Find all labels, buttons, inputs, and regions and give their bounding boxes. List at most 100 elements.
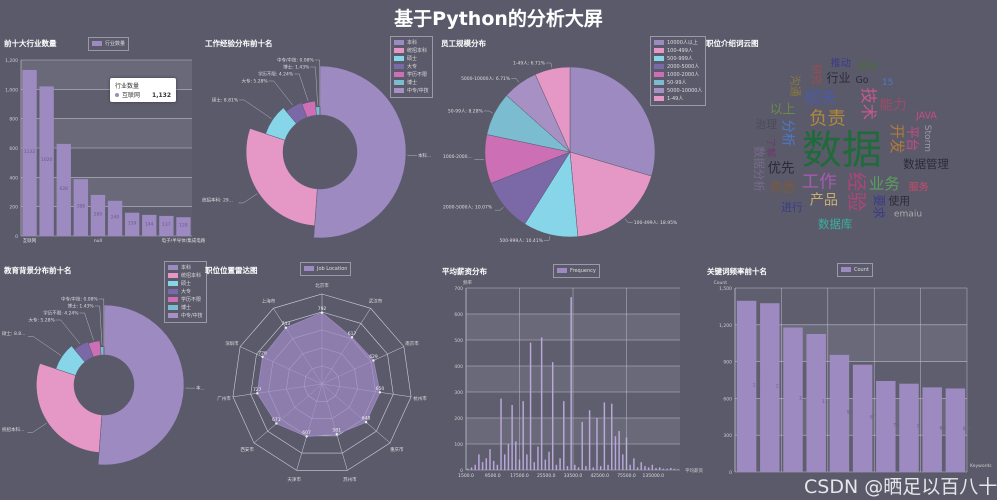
education-label-line [79, 312, 94, 341]
legend-item[interactable]: 5000-10000人 [654, 87, 702, 95]
salary-bar [603, 402, 606, 470]
experience-slice-label: 学历不限: 4.24% [258, 71, 294, 78]
wordcloud-word: Storm [922, 125, 932, 152]
keywords-bar [783, 327, 803, 472]
keywords-bar [899, 383, 919, 472]
legend-item[interactable]: 本科 [394, 39, 429, 47]
legend-item[interactable]: 中专/中技 [394, 87, 429, 95]
legend-item[interactable]: 学历不限 [394, 71, 429, 79]
education-slice-label: 统招本科... [2, 426, 24, 433]
radar-legend[interactable]: Job Location [300, 262, 352, 276]
legend-swatch [394, 56, 404, 61]
legend-item[interactable]: 学历不限 [168, 296, 203, 304]
legend-label: 5000-10000人 [667, 88, 703, 94]
salary-bar [563, 401, 565, 470]
legend-item[interactable]: 1000-2000人 [654, 71, 702, 79]
industry-bar-value-label: 628 [59, 186, 68, 192]
education-legend[interactable]: 本科 统招本科 硕士大专 学历不限 博士 中专/中技 [164, 261, 207, 323]
company-size-legend[interactable]: 10000人以上 100-499人 500-999人 2000-5000人 1000-2… [650, 36, 707, 106]
experience-legend[interactable]: 本科 统招本科 硕士 大专 学历不限 博士 中专/中技 [390, 36, 433, 98]
legend-item[interactable]: 100-499人 [654, 47, 702, 55]
salary-y-tick-label: 400 [454, 364, 463, 370]
salary-y-tick-label: 200 [454, 416, 463, 422]
salary-bar [522, 401, 524, 470]
legend-item[interactable]: 10000人以上 [654, 39, 702, 47]
legend-item[interactable]: 大专 [168, 288, 203, 296]
salary-bar [548, 451, 550, 470]
education-slice-label: 博士: 1.43% [67, 303, 94, 310]
salary-bar [489, 449, 491, 470]
education-slice [100, 346, 105, 356]
experience-label-line [238, 193, 258, 204]
legend-label: 本科 [181, 265, 192, 271]
radar-value-label: 743 [282, 321, 291, 327]
legend-label: 大专 [181, 289, 192, 295]
legend-swatch [168, 289, 178, 294]
industry-bar [107, 200, 123, 236]
salary-bar [588, 410, 591, 470]
legend-item[interactable]: 硕士 [168, 280, 203, 288]
legend-item[interactable]: 统招本科 [394, 47, 429, 55]
salary-x-tick-label: 33500.0 [564, 473, 583, 479]
legend-item[interactable]: 统招本科 [168, 272, 203, 280]
wordcloud-word: 沟通 [788, 75, 801, 97]
wordcloud-word: 经验 [845, 172, 868, 212]
tooltip-value: 1,132 [152, 92, 171, 99]
legend-item[interactable]: 2000-5000人 [654, 63, 702, 71]
industry-y-tick-label: 1,200 [5, 58, 18, 64]
legend-item[interactable]: 博士 [168, 304, 203, 312]
keywords-chart-title: 关键词频率前十名 [707, 267, 767, 276]
legend-item[interactable]: 50-99人 [654, 79, 702, 87]
industry-x-tick-label: 电子/半导体/集成电路 [162, 237, 206, 244]
legend-item[interactable]: 本科 [168, 264, 203, 272]
education-label-line [27, 423, 47, 433]
experience-label-line [294, 73, 309, 101]
education-slice-label: 学历不限: 4.24% [43, 310, 79, 317]
wordcloud-word: Go [855, 75, 868, 86]
radar-point [275, 422, 278, 425]
radar-value-label: 727 [253, 387, 262, 393]
education-slice [97, 304, 185, 466]
salary-legend[interactable]: Frequency [553, 264, 600, 278]
company-size-slice-label: 5000-10000人: 6.71% [461, 76, 511, 82]
salary-bar [596, 418, 598, 470]
legend-item[interactable]: 大专 [394, 63, 429, 71]
legend-item[interactable]: 硕士 [394, 55, 429, 63]
legend-label: 硕士 [407, 56, 418, 62]
industry-x-tick-label: null [94, 238, 102, 244]
salary-bar [614, 436, 617, 470]
company-size-slice [569, 66, 656, 177]
salary-bar [507, 444, 510, 470]
salary-x-tick-label: 42500.0 [590, 473, 609, 479]
legend-item[interactable]: 500-999人 [654, 55, 702, 63]
legend-swatch [654, 40, 664, 45]
salary-bar [618, 431, 620, 470]
legend-label: 硕士 [181, 281, 192, 287]
industry-bar [22, 69, 37, 237]
radar-indicator-label: 南京市 [405, 340, 419, 347]
salary-x-tick-label: 25500.0 [537, 473, 556, 479]
industry-y-tick-label: 0 [15, 234, 18, 240]
wordcloud-word: 以上 [770, 102, 796, 117]
keywords-y-tick-label: 900 [723, 360, 732, 366]
radar-indicator-label: 北京市 [315, 282, 329, 289]
radar-indicator-label: 西安市 [240, 446, 254, 453]
legend-item[interactable]: 中专/中技 [168, 312, 203, 320]
legend-swatch [168, 273, 178, 278]
wordcloud-word: 15 [882, 78, 894, 88]
legend-swatch [654, 48, 664, 53]
salary-bar [544, 459, 547, 470]
radar-value-label: 671 [272, 417, 281, 423]
legend-item[interactable]: 1-49人 [654, 95, 702, 103]
legend-swatch [168, 265, 178, 270]
salary-y-tick-label: 100 [454, 442, 463, 448]
legend-swatch [394, 80, 404, 85]
wordcloud-word: 服务 [909, 181, 929, 194]
keywords-legend[interactable]: Count [837, 263, 873, 277]
keywords-bar [945, 388, 966, 472]
industry-bar [56, 143, 71, 236]
legend-item[interactable]: 博士 [394, 79, 429, 87]
industry-legend[interactable]: 行业数量 [88, 37, 130, 51]
keywords-bar [922, 387, 942, 472]
